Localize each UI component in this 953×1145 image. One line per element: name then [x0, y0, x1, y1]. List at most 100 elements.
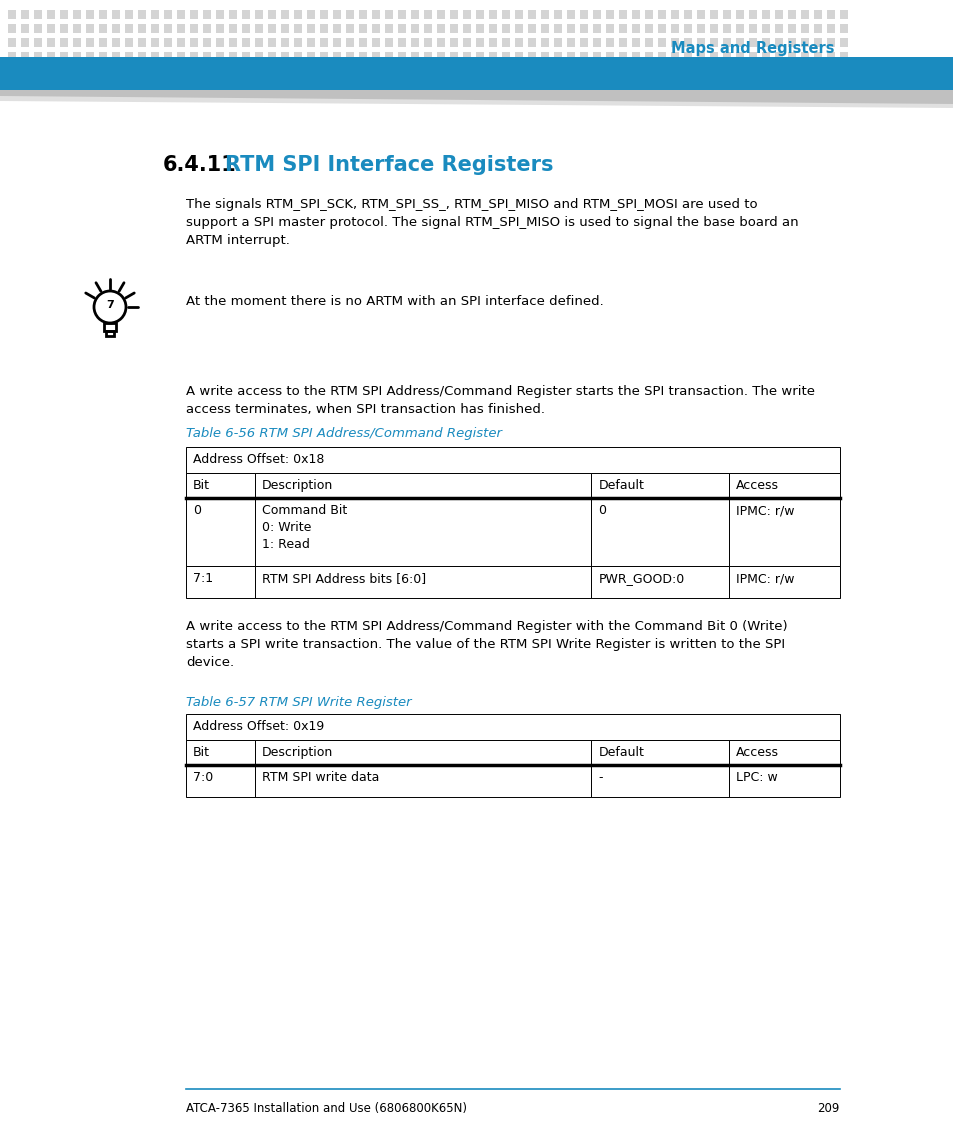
- Bar: [591, 566, 728, 598]
- Bar: [307, 38, 314, 47]
- Bar: [593, 38, 600, 47]
- Bar: [203, 38, 211, 47]
- Bar: [554, 10, 561, 19]
- Bar: [47, 52, 55, 61]
- Bar: [540, 52, 548, 61]
- Bar: [21, 24, 29, 33]
- Bar: [319, 24, 328, 33]
- Bar: [34, 10, 42, 19]
- Bar: [397, 38, 406, 47]
- Bar: [307, 24, 314, 33]
- Bar: [774, 52, 782, 61]
- Bar: [566, 38, 575, 47]
- Bar: [215, 66, 224, 76]
- Bar: [86, 10, 94, 19]
- Text: Description: Description: [261, 479, 333, 492]
- Bar: [489, 66, 497, 76]
- Bar: [319, 66, 328, 76]
- Bar: [728, 566, 840, 598]
- Bar: [515, 52, 522, 61]
- Bar: [579, 10, 587, 19]
- Bar: [138, 10, 146, 19]
- Bar: [281, 38, 289, 47]
- Bar: [670, 66, 679, 76]
- Bar: [333, 38, 340, 47]
- Bar: [658, 52, 665, 61]
- Bar: [346, 38, 354, 47]
- Bar: [566, 24, 575, 33]
- Bar: [86, 24, 94, 33]
- Text: Table 6-57 RTM SPI Write Register: Table 6-57 RTM SPI Write Register: [186, 696, 411, 709]
- Bar: [579, 38, 587, 47]
- Bar: [307, 52, 314, 61]
- Text: At the moment there is no ARTM with an SPI interface defined.: At the moment there is no ARTM with an S…: [186, 295, 603, 308]
- Bar: [501, 38, 510, 47]
- Bar: [346, 52, 354, 61]
- Text: LPC: w: LPC: w: [735, 771, 777, 784]
- Bar: [631, 38, 639, 47]
- Bar: [801, 10, 808, 19]
- Bar: [281, 24, 289, 33]
- Bar: [709, 10, 718, 19]
- Bar: [618, 38, 626, 47]
- Bar: [333, 24, 340, 33]
- Bar: [787, 38, 795, 47]
- Bar: [436, 52, 444, 61]
- Bar: [683, 66, 691, 76]
- Bar: [618, 24, 626, 33]
- Bar: [138, 66, 146, 76]
- Bar: [813, 10, 821, 19]
- Bar: [242, 66, 250, 76]
- Bar: [501, 66, 510, 76]
- Text: 7:0: 7:0: [193, 771, 213, 784]
- Bar: [722, 52, 730, 61]
- Bar: [372, 52, 379, 61]
- Bar: [268, 38, 275, 47]
- Bar: [177, 24, 185, 33]
- Bar: [644, 66, 652, 76]
- Bar: [728, 473, 840, 498]
- Text: starts a SPI write transaction. The value of the RTM SPI Write Register is writt: starts a SPI write transaction. The valu…: [186, 638, 784, 652]
- Text: RTM SPI write data: RTM SPI write data: [261, 771, 378, 784]
- Bar: [411, 66, 418, 76]
- Bar: [73, 10, 81, 19]
- Bar: [540, 66, 548, 76]
- Bar: [164, 52, 172, 61]
- Bar: [644, 52, 652, 61]
- Bar: [735, 38, 743, 47]
- Bar: [540, 24, 548, 33]
- Text: 7:1: 7:1: [193, 572, 213, 585]
- Text: Bit: Bit: [193, 479, 210, 492]
- Bar: [748, 66, 757, 76]
- Bar: [450, 10, 457, 19]
- Bar: [319, 52, 328, 61]
- Bar: [618, 52, 626, 61]
- Bar: [489, 52, 497, 61]
- Bar: [631, 52, 639, 61]
- Bar: [138, 52, 146, 61]
- Bar: [333, 10, 340, 19]
- Text: Address Offset: 0x18: Address Offset: 0x18: [193, 453, 324, 466]
- Bar: [774, 10, 782, 19]
- Bar: [21, 10, 29, 19]
- Bar: [697, 38, 704, 47]
- Bar: [125, 52, 132, 61]
- Bar: [840, 38, 847, 47]
- Bar: [593, 52, 600, 61]
- Bar: [203, 66, 211, 76]
- Bar: [21, 38, 29, 47]
- Bar: [436, 66, 444, 76]
- Bar: [411, 24, 418, 33]
- Bar: [826, 38, 834, 47]
- Bar: [47, 10, 55, 19]
- Bar: [125, 38, 132, 47]
- Bar: [47, 38, 55, 47]
- Bar: [254, 66, 263, 76]
- Bar: [527, 10, 536, 19]
- Bar: [254, 498, 591, 566]
- Bar: [593, 10, 600, 19]
- Bar: [346, 10, 354, 19]
- Bar: [554, 66, 561, 76]
- Bar: [670, 52, 679, 61]
- Bar: [177, 10, 185, 19]
